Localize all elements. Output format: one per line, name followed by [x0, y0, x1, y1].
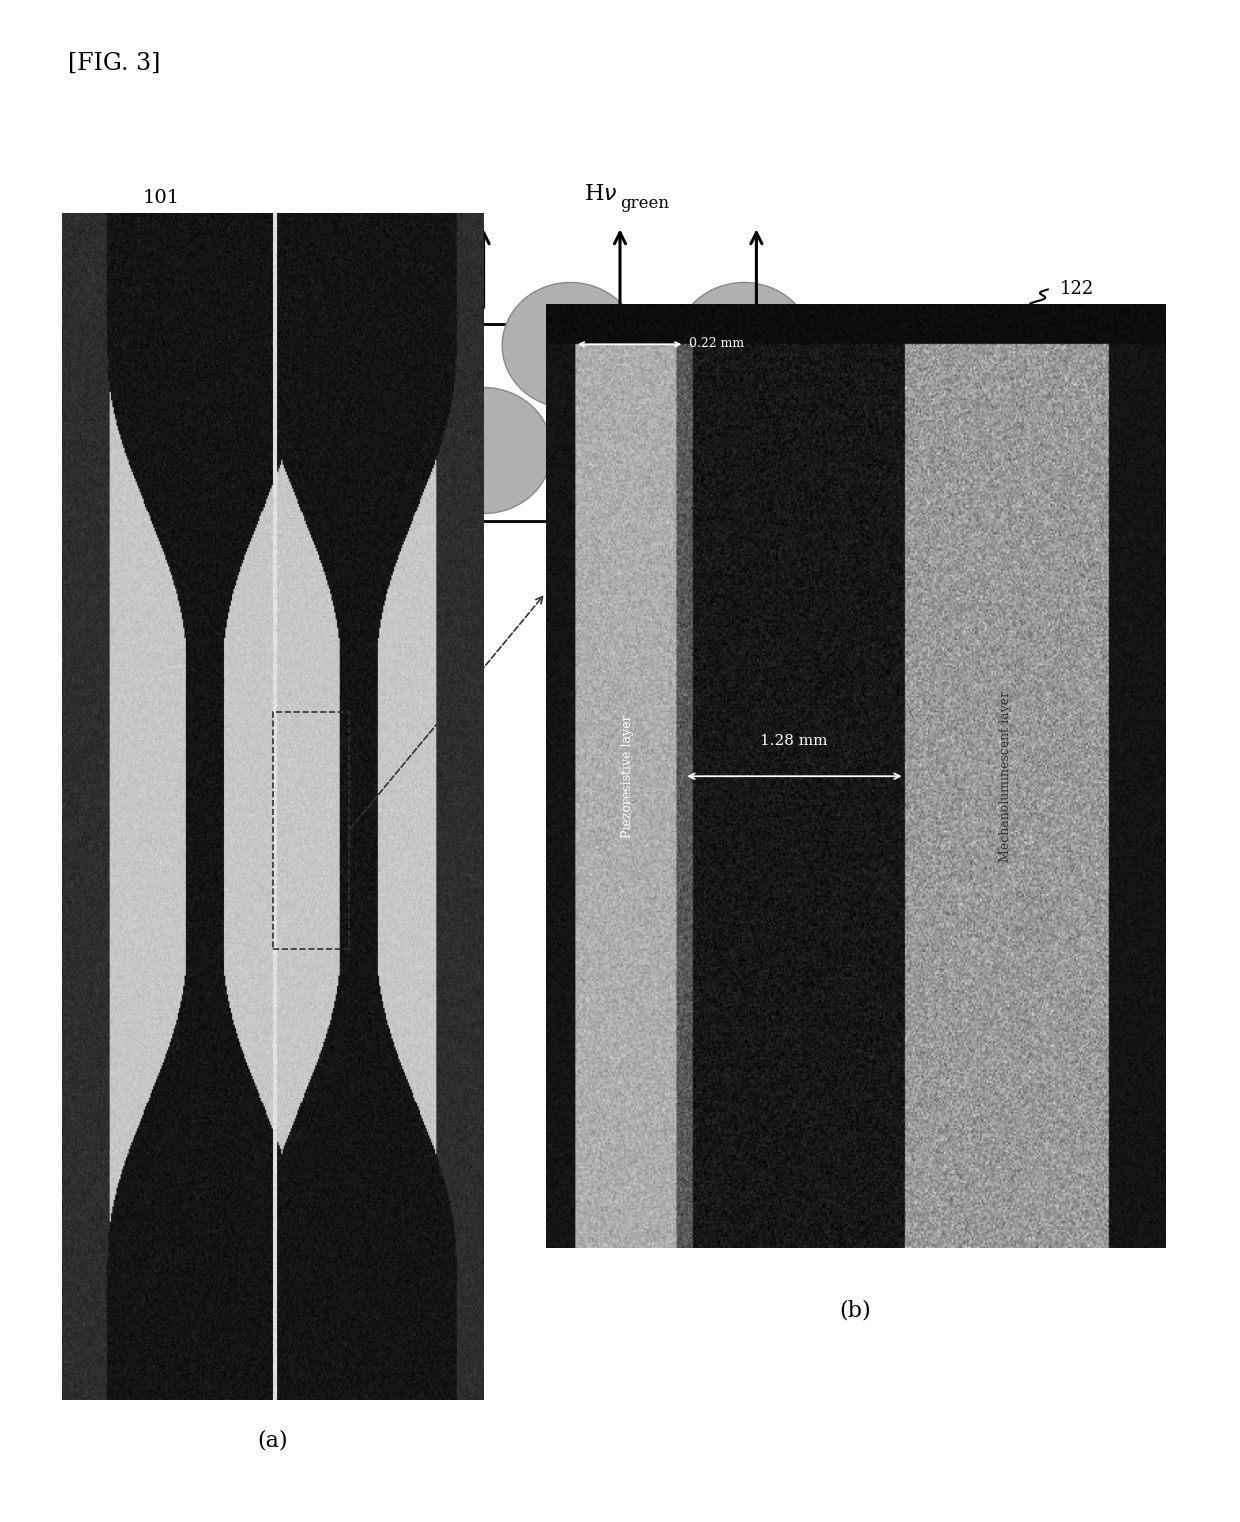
Text: [FIG. 3]: [FIG. 3] [68, 52, 160, 75]
Ellipse shape [502, 283, 639, 408]
Text: 101: 101 [143, 189, 180, 207]
Text: Piezoresistive layer: Piezoresistive layer [621, 714, 634, 839]
Text: 120b: 120b [1060, 358, 1106, 376]
Text: H$\nu$: H$\nu$ [584, 184, 618, 205]
Text: (b): (b) [839, 1300, 872, 1323]
Text: 122: 122 [1060, 280, 1095, 298]
Ellipse shape [329, 283, 465, 408]
Text: Mechanoluminescent layer: Mechanoluminescent layer [999, 691, 1012, 861]
Text: 1.28 mm: 1.28 mm [760, 734, 827, 747]
Text: [FIG. 4]: [FIG. 4] [68, 746, 161, 770]
Ellipse shape [415, 388, 552, 513]
Ellipse shape [589, 388, 725, 513]
Bar [335, 324, 1017, 521]
Text: (a): (a) [258, 1431, 288, 1452]
Ellipse shape [775, 388, 911, 513]
Bar [273, 712, 348, 950]
Text: 0.22 mm: 0.22 mm [689, 336, 744, 350]
Ellipse shape [676, 283, 812, 408]
Text: green: green [620, 195, 670, 213]
